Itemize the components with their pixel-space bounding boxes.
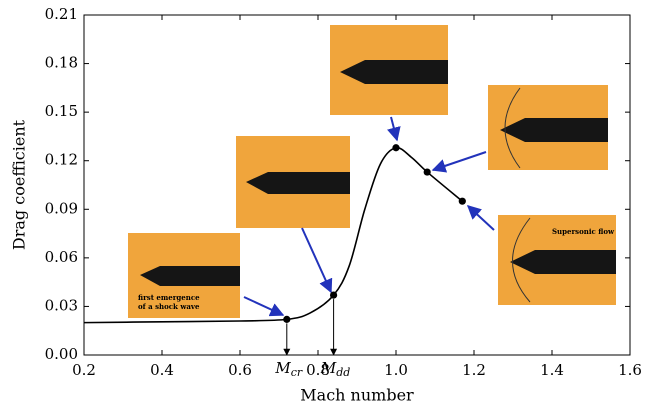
photo-model xyxy=(510,250,616,274)
annotation-sub: dd xyxy=(336,366,350,379)
y-tick-label: 0.21 xyxy=(45,5,78,23)
photo-text: Supersonic flow xyxy=(552,227,615,236)
data-point xyxy=(423,168,431,176)
photo-model xyxy=(500,118,608,142)
y-tick-label: 0.03 xyxy=(45,296,78,314)
arrow xyxy=(243,296,285,317)
photo-model xyxy=(340,60,448,84)
y-tick-label: 0.00 xyxy=(45,345,78,363)
y-tick-label: 0.15 xyxy=(45,102,78,120)
annotation-main: M xyxy=(320,359,337,377)
x-tick-label: 0.2 xyxy=(72,361,96,379)
y-tick-label: 0.12 xyxy=(45,151,78,169)
annotation: Mdd xyxy=(320,359,350,379)
x-tick-label: 0.4 xyxy=(150,361,174,379)
annotation-sub: cr xyxy=(291,366,303,379)
arrow xyxy=(466,205,495,231)
x-tick-label: 1.0 xyxy=(384,361,408,379)
photo-model xyxy=(140,266,240,286)
photo-text: of a shock wave xyxy=(138,302,200,311)
shock-line xyxy=(512,217,531,303)
x-tick-label: 1.2 xyxy=(462,361,486,379)
arrow xyxy=(387,116,401,142)
x-tick-label: 0.6 xyxy=(228,361,252,379)
y-axis-label: Drag coefficient xyxy=(10,119,29,250)
y-tick-label: 0.09 xyxy=(45,199,78,217)
annotation-main: M xyxy=(274,359,291,377)
photo-text: first emergence xyxy=(138,293,200,302)
data-point xyxy=(283,315,291,323)
y-tick-label: 0.18 xyxy=(45,54,78,72)
photos xyxy=(128,25,616,318)
arrow xyxy=(301,227,333,294)
annotation: Mcr xyxy=(274,359,303,379)
x-tick-label: 1.4 xyxy=(540,361,564,379)
drag-curve xyxy=(83,146,463,324)
shock-line xyxy=(504,87,521,169)
data-point xyxy=(392,144,400,152)
data-point xyxy=(330,291,338,299)
y-tick-label: 0.06 xyxy=(45,248,78,266)
data-point xyxy=(458,197,466,205)
x-tick-label: 1.6 xyxy=(618,361,642,379)
arrow xyxy=(431,151,487,173)
x-axis-label: Mach number xyxy=(300,386,414,405)
x-tick-label: 0.8 xyxy=(306,361,330,379)
plot-frame xyxy=(83,14,631,356)
photo-model xyxy=(246,172,350,194)
